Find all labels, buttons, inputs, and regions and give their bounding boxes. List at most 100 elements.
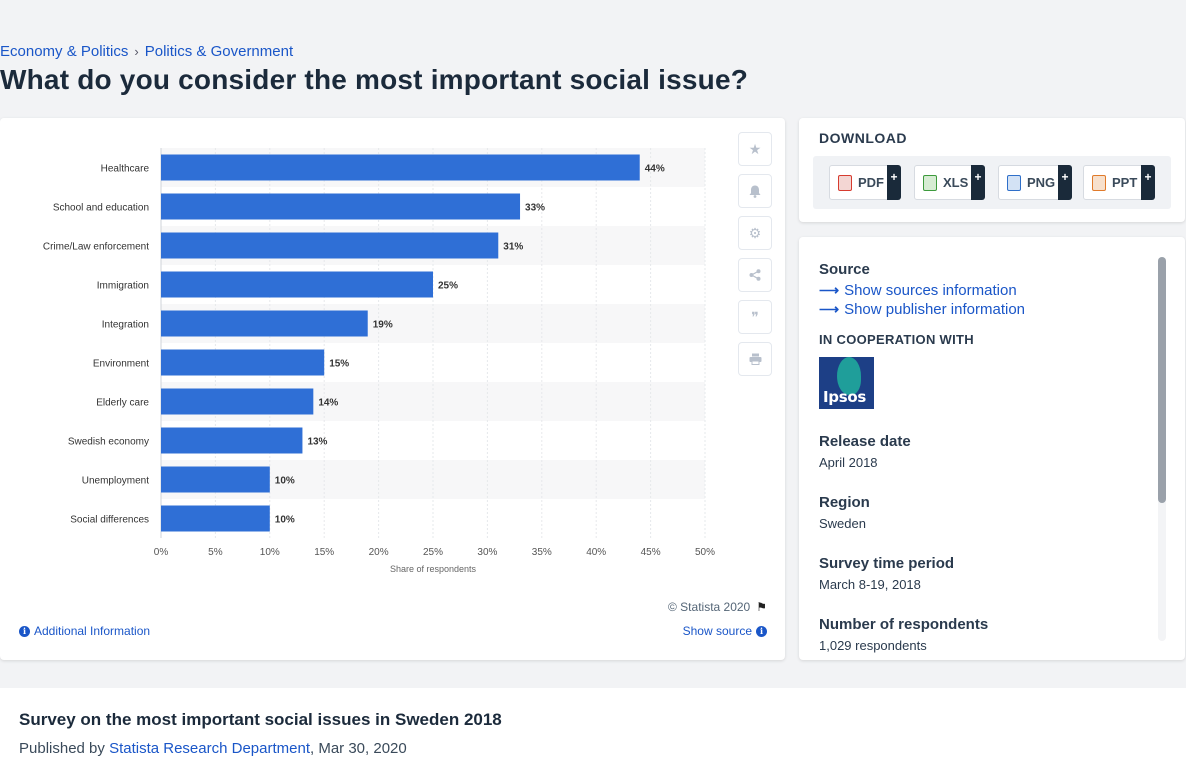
source-label: Source <box>819 261 870 278</box>
category-label: Social differences <box>70 515 149 526</box>
cooperation-label: IN COOPERATION WITH <box>819 332 974 347</box>
category-label: School and education <box>53 203 149 214</box>
download-pdf-plus[interactable]: + <box>887 165 901 200</box>
x-tick-label: 45% <box>641 547 661 558</box>
x-tick-label: 25% <box>423 547 443 558</box>
data-label: 13% <box>307 437 327 448</box>
additional-information-link[interactable]: i Additional Information <box>19 624 150 638</box>
show-sources-label: Show sources information <box>844 282 1017 299</box>
download-png-label: PNG <box>1027 175 1056 190</box>
download-png-plus[interactable]: + <box>1058 165 1072 200</box>
page-title: What do you consider the most important … <box>0 64 749 95</box>
chart-tools: ★ ⚙ ❞ <box>738 132 772 384</box>
quote-citation-icon[interactable]: ❞ <box>738 300 772 334</box>
statistic-details-card: Source ⟶ Show sources information ⟶ Show… <box>799 237 1185 660</box>
data-label: 25% <box>438 281 458 292</box>
respondents-section: Number of respondents 1,029 respondents <box>819 616 1149 653</box>
additional-information-label: Additional Information <box>34 624 151 638</box>
pdf-file-icon <box>838 174 852 191</box>
data-label: 14% <box>318 398 338 409</box>
x-tick-label: 10% <box>260 547 280 558</box>
statistic-summary: Survey on the most important social issu… <box>0 688 1186 760</box>
bar <box>161 388 314 415</box>
breadcrumb-item-economy-politics[interactable]: Economy & Politics <box>0 43 129 60</box>
show-source-link[interactable]: Show source i <box>683 624 767 638</box>
category-label: Immigration <box>97 281 149 292</box>
x-tick-label: 35% <box>532 547 552 558</box>
release-date-section: Release date April 2018 <box>819 433 1149 470</box>
download-xls-button[interactable]: XLS + <box>914 165 985 200</box>
category-label: Environment <box>93 359 149 370</box>
publisher-link[interactable]: Statista Research Department <box>109 740 310 757</box>
category-label: Elderly care <box>96 398 149 409</box>
survey-period-value: March 8-19, 2018 <box>819 577 921 592</box>
region-label: Region <box>819 494 870 511</box>
x-tick-label: 50% <box>695 547 715 558</box>
download-card: DOWNLOAD PDF + XLS + PNG + PPT + <box>799 118 1185 222</box>
arrow-right-icon: ⟶ <box>819 301 840 317</box>
details-scrollbar-thumb[interactable] <box>1158 257 1166 503</box>
info-icon: i <box>19 625 30 637</box>
published-line: Published by Statista Research Departmen… <box>19 740 407 757</box>
bar <box>161 310 368 337</box>
breadcrumb: Economy & Politics › Politics & Governme… <box>0 43 293 60</box>
download-pdf-button[interactable]: PDF + <box>829 165 901 200</box>
x-axis-title: Share of respondents <box>390 564 477 574</box>
report-flag-icon[interactable]: ⚑ <box>756 600 767 614</box>
respondents-label: Number of respondents <box>819 616 989 633</box>
bar <box>161 427 303 454</box>
data-label: 15% <box>329 359 349 370</box>
data-label: 44% <box>645 164 665 175</box>
show-publisher-label: Show publisher information <box>844 301 1026 318</box>
ipsos-logo[interactable]: Ipsos <box>819 357 874 409</box>
copyright-text: © Statista 2020 <box>668 600 751 614</box>
show-source-label: Show source <box>682 624 752 638</box>
arrow-right-icon: ⟶ <box>819 282 840 298</box>
download-bar: PDF + XLS + PNG + PPT + <box>813 156 1171 209</box>
favorite-star-icon[interactable]: ★ <box>738 132 772 166</box>
region-section: Region Sweden <box>819 494 1149 531</box>
download-png-button[interactable]: PNG + <box>998 165 1072 200</box>
statistic-title: Survey on the most important social issu… <box>19 710 502 729</box>
download-ppt-label: PPT <box>1112 175 1138 190</box>
print-icon[interactable] <box>738 342 772 376</box>
download-xls-label: XLS <box>943 175 969 190</box>
show-sources-link[interactable]: ⟶ Show sources information <box>819 282 1149 299</box>
notification-bell-icon[interactable] <box>738 174 772 208</box>
share-icon[interactable] <box>738 258 772 292</box>
bar <box>161 505 270 532</box>
bar <box>161 232 499 259</box>
category-label: Swedish economy <box>68 437 149 448</box>
breadcrumb-item-politics-government[interactable]: Politics & Government <box>144 43 294 60</box>
category-label: Healthcare <box>101 164 150 175</box>
statistic-details: Source ⟶ Show sources information ⟶ Show… <box>819 261 1149 653</box>
download-title: DOWNLOAD <box>819 130 907 146</box>
x-tick-label: 40% <box>586 547 606 558</box>
copyright: © Statista 2020 ⚑ <box>668 600 767 614</box>
download-xls-plus[interactable]: + <box>971 165 985 200</box>
data-label: 10% <box>275 476 295 487</box>
bar <box>161 154 640 181</box>
download-ppt-button[interactable]: PPT + <box>1083 165 1155 200</box>
bar <box>161 193 521 220</box>
download-ppt-plus[interactable]: + <box>1141 165 1155 200</box>
data-label: 31% <box>503 242 523 253</box>
category-label: Unemployment <box>82 476 149 487</box>
settings-gear-icon[interactable]: ⚙ <box>738 216 772 250</box>
data-label: 10% <box>275 515 295 526</box>
release-date-value: April 2018 <box>819 455 878 470</box>
info-icon: i <box>756 625 767 637</box>
published-date: , Mar 30, 2020 <box>310 740 407 757</box>
bar <box>161 271 433 298</box>
details-scrollbar[interactable] <box>1158 257 1166 641</box>
show-publisher-link[interactable]: ⟶ Show publisher information <box>819 301 1149 318</box>
chart-card: Healthcare 44% School and education 33% Crim… <box>0 118 785 660</box>
x-tick-label: 30% <box>477 547 497 558</box>
category-label: Crime/Law enforcement <box>43 242 149 253</box>
png-file-icon <box>1007 174 1021 191</box>
data-label: 19% <box>373 320 393 331</box>
x-tick-label: 15% <box>314 547 334 558</box>
data-label: 33% <box>525 203 545 214</box>
xls-file-icon <box>923 174 937 191</box>
